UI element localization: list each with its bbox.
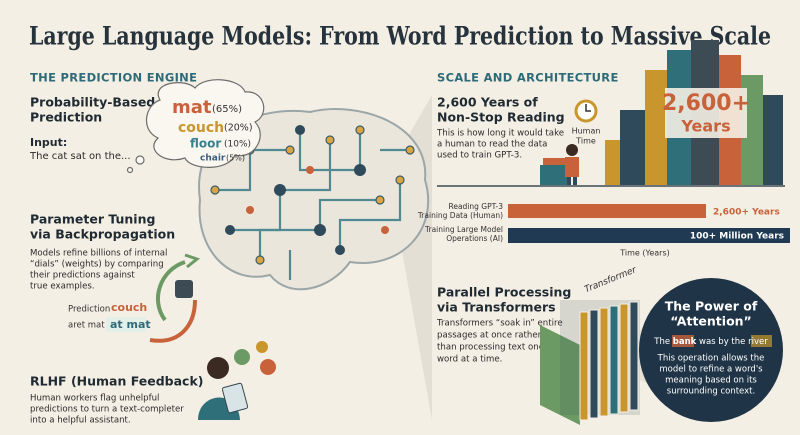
attention-text: meaning based on its <box>665 376 757 386</box>
attention-sentence: The bank was by the river <box>653 337 768 347</box>
option-prob: (65%) <box>212 104 242 115</box>
big-unit: Years <box>680 117 730 136</box>
clock-label: Human <box>572 127 601 136</box>
section-heading: THE PREDICTION ENGINE <box>30 71 197 85</box>
block-text: true examples. <box>30 282 95 292</box>
block-text: “dials” (weights) by comparing <box>30 260 164 270</box>
highlight <box>672 335 694 347</box>
thought-cloud <box>126 79 265 174</box>
block-text: used to train GPT-3. <box>437 151 522 161</box>
bar-label: Reading GPT-3 <box>448 202 503 211</box>
block-text: Transformers “soak in” entire <box>436 319 563 329</box>
block-title: Prediction <box>30 110 102 125</box>
reader-icon <box>565 144 579 185</box>
person-icon <box>198 341 276 420</box>
block-title: via Transformers <box>437 300 556 315</box>
block-title: Parameter Tuning <box>30 212 155 227</box>
block-title: via Backpropagation <box>30 227 175 242</box>
block-title: Parallel Processing <box>437 285 571 300</box>
option-prob: (20%) <box>224 123 253 134</box>
sentence-part: The <box>653 337 673 347</box>
highlight <box>751 335 772 347</box>
brain <box>198 108 430 291</box>
input-text: The cat sat on the... <box>29 151 131 162</box>
attention-text: model to refine a word's <box>659 365 763 375</box>
block-title: RLHF (Human Feedback) <box>30 374 203 389</box>
attention-text: This operation allows the <box>657 354 765 364</box>
title: Large Language Models: From Word Predict… <box>29 22 771 51</box>
attention-circle <box>639 278 783 422</box>
axis-label: Time (Years) <box>619 249 669 258</box>
bar-value-label: 2,600+ Years <box>713 208 780 218</box>
block-text: than processing text one <box>437 343 544 353</box>
bar-label: Operations (AI) <box>446 234 503 243</box>
option-word: floor <box>190 137 221 151</box>
block-text: This is how long it would take <box>436 129 564 139</box>
block-text: passages at once rather <box>437 331 542 341</box>
sentence-focus: bank <box>673 337 697 347</box>
block-text: Human workers flag unhelpful <box>30 394 159 404</box>
bar <box>508 204 706 218</box>
book-stacks <box>540 40 783 185</box>
big-number: 2,600+ <box>662 91 750 116</box>
input-label: Input: <box>30 136 67 149</box>
block-text: predictions to turn a text-completer <box>30 405 184 415</box>
block-text: their predictions against <box>30 271 135 281</box>
bar-label: Training Large Model <box>424 225 503 234</box>
sentence-part: was by the <box>696 337 748 347</box>
section-heading: SCALE AND ARCHITECTURE <box>437 71 619 85</box>
bar <box>508 228 790 243</box>
clock-label: Time <box>575 137 596 146</box>
block-text: Models refine billions of internal <box>30 249 167 259</box>
attention-title: “Attention” <box>670 314 752 329</box>
block-text: word at a time. <box>437 355 502 365</box>
attention-text: surrounding context. <box>667 387 755 397</box>
attention-title: The Power of <box>665 299 758 314</box>
block-text: a human to read the data <box>437 140 547 150</box>
block-title: Probability-Based <box>30 95 155 110</box>
loop-word: couch <box>111 301 147 314</box>
bar-value-label: 100+ Million Years <box>690 232 784 242</box>
option-word: couch <box>178 120 224 136</box>
block-title: Non-Stop Reading <box>437 110 565 125</box>
block-text: into a helpful assistant. <box>30 416 131 426</box>
loop-label: Prediction <box>68 305 110 315</box>
option-word: mat <box>172 97 212 118</box>
bar-label: Training Data (Human) <box>417 211 503 220</box>
option-prob: (5%) <box>226 154 245 163</box>
sentence-context: river <box>748 337 768 347</box>
option-prob: (10%) <box>224 140 251 150</box>
clock-icon <box>574 99 598 123</box>
loop-box <box>106 317 146 332</box>
loop-label: aret mat (e.g. <box>68 321 127 331</box>
loop-word: at mat <box>110 318 151 331</box>
feedback-loop <box>149 253 201 343</box>
option-word: chair <box>200 154 226 164</box>
block-title: 2,600 Years of <box>437 95 538 110</box>
